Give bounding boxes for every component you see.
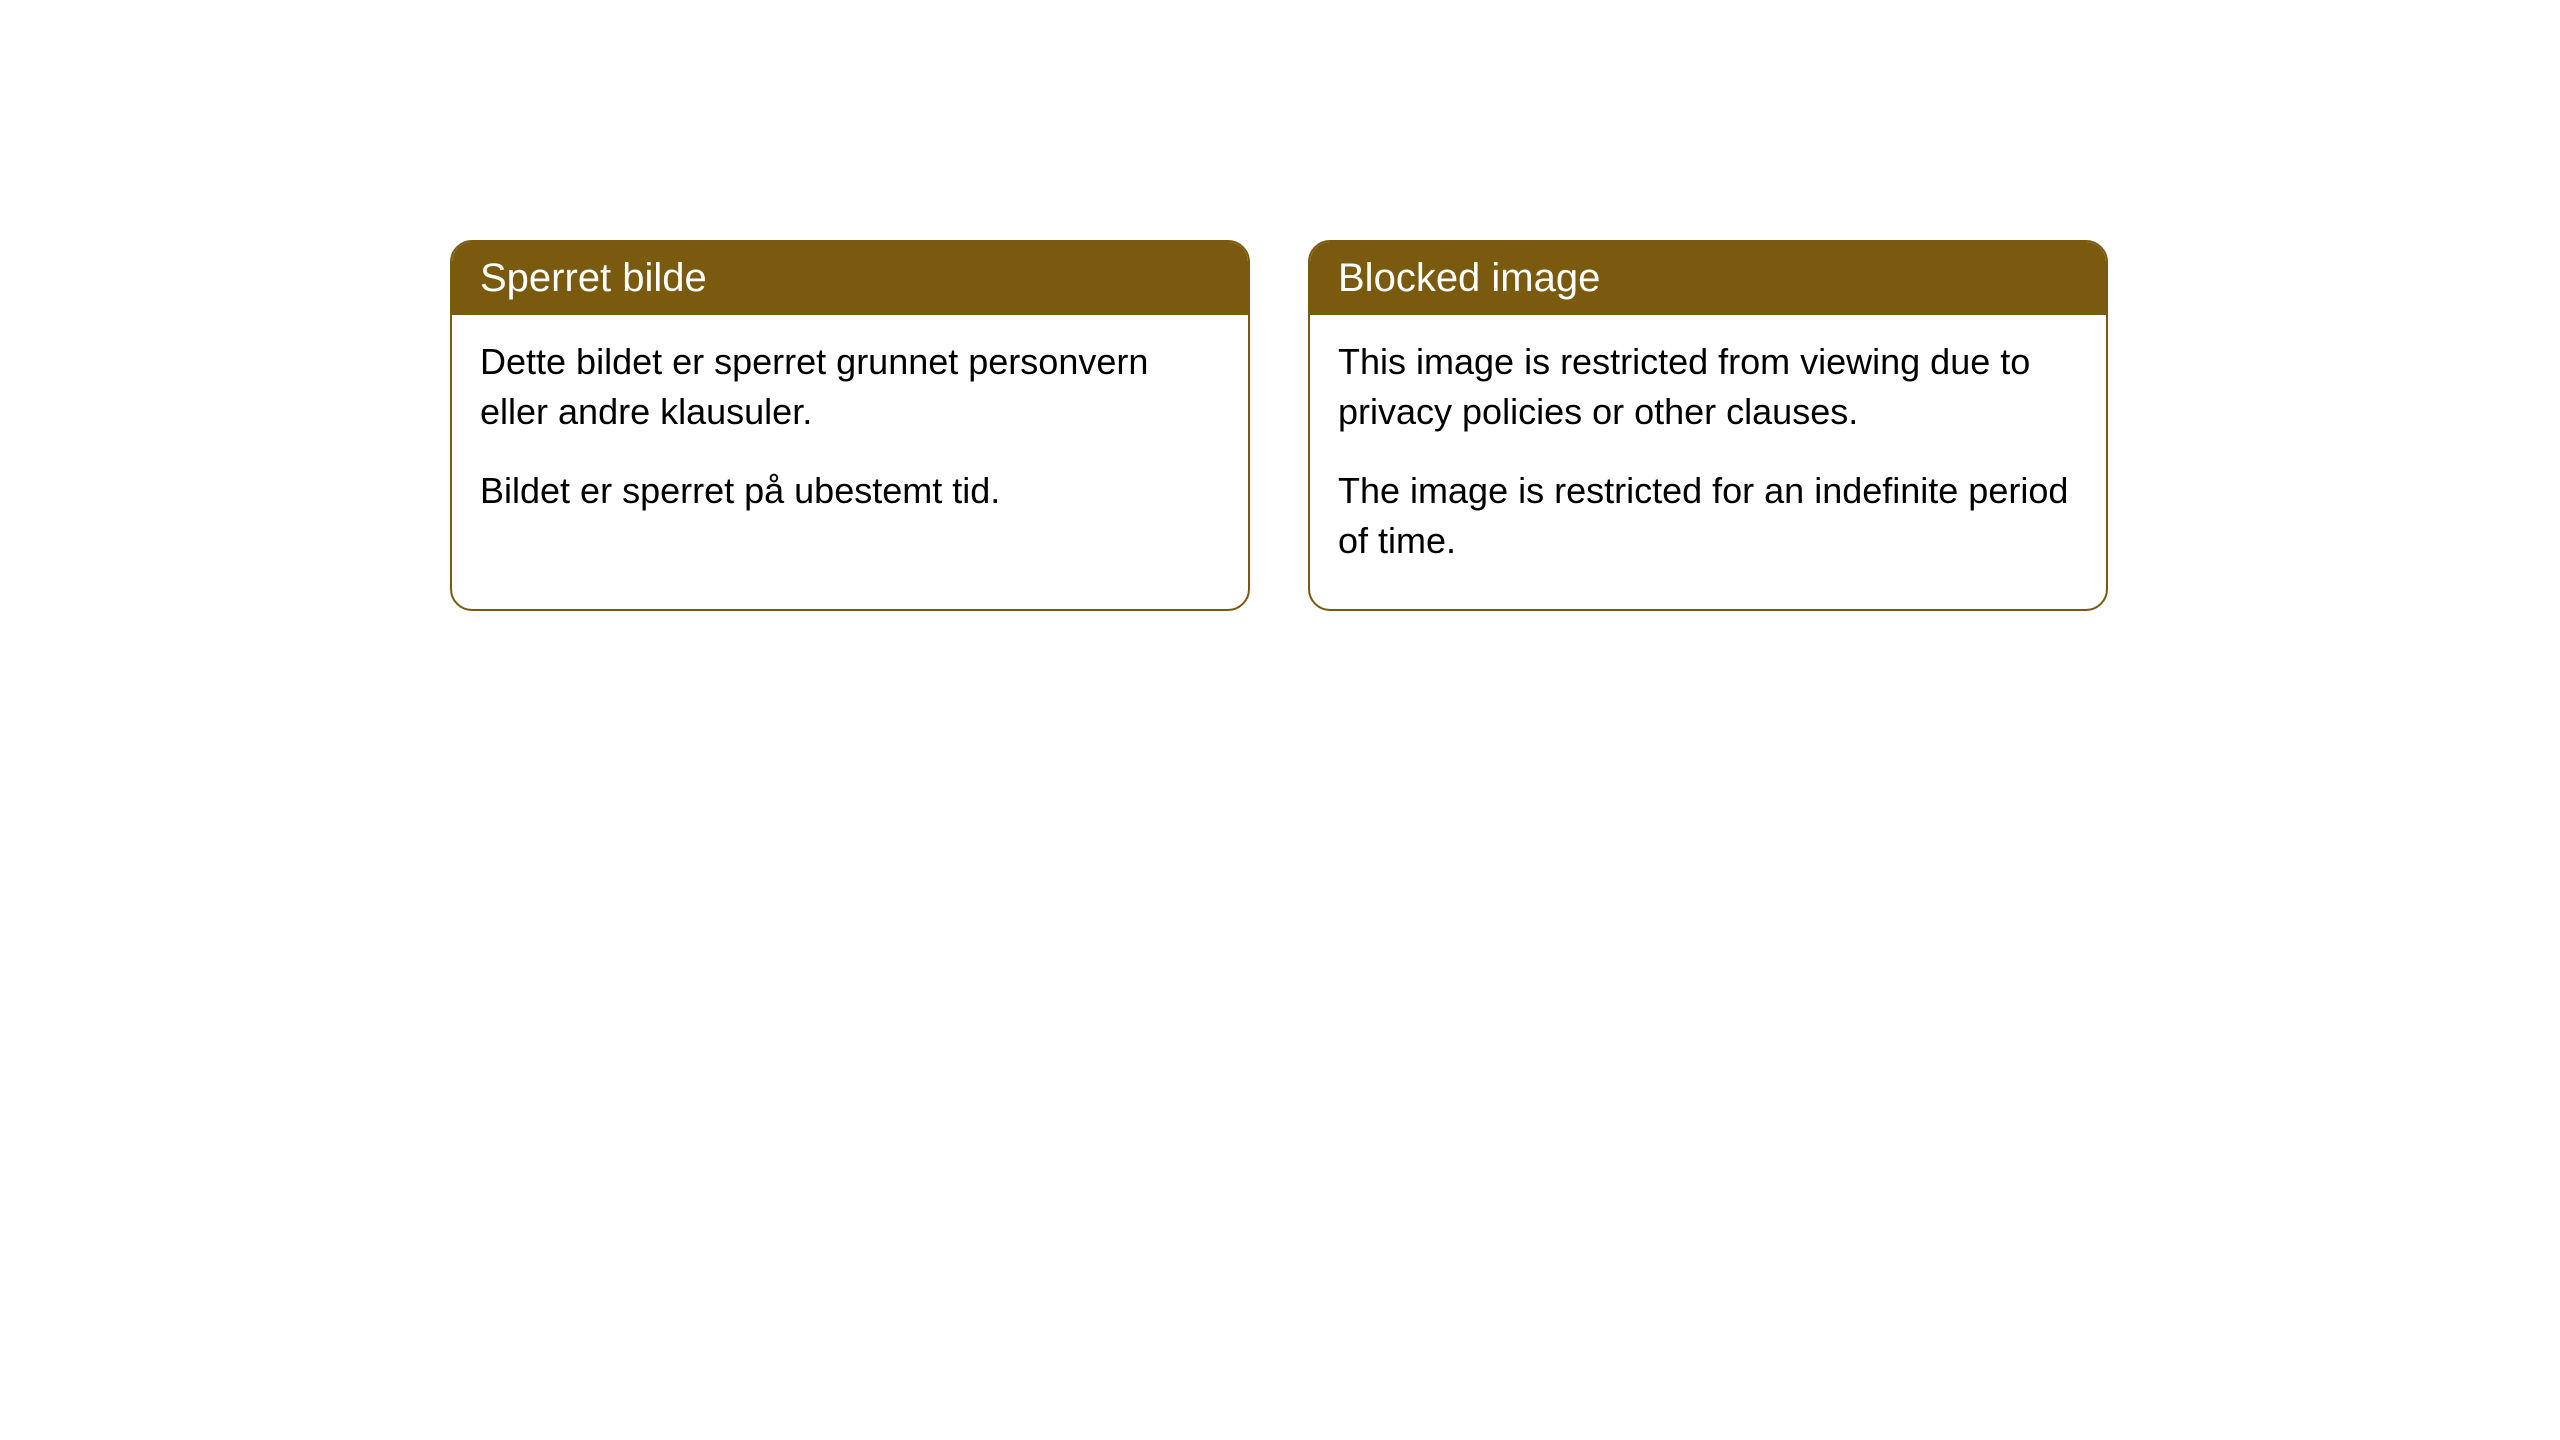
card-paragraph: Dette bildet er sperret grunnet personve… [480, 337, 1220, 438]
notice-cards-container: Sperret bilde Dette bildet er sperret gr… [450, 240, 2108, 611]
card-paragraph: Bildet er sperret på ubestemt tid. [480, 466, 1220, 516]
card-paragraph: The image is restricted for an indefinit… [1338, 466, 2078, 567]
card-body: Dette bildet er sperret grunnet personve… [452, 315, 1248, 558]
card-paragraph: This image is restricted from viewing du… [1338, 337, 2078, 438]
card-body: This image is restricted from viewing du… [1310, 315, 2106, 609]
notice-card-english: Blocked image This image is restricted f… [1308, 240, 2108, 611]
notice-card-norwegian: Sperret bilde Dette bildet er sperret gr… [450, 240, 1250, 611]
card-header: Sperret bilde [452, 242, 1248, 315]
card-header: Blocked image [1310, 242, 2106, 315]
